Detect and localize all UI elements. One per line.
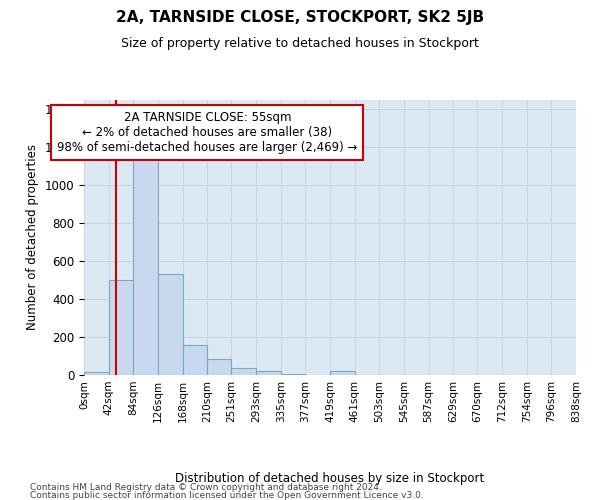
Bar	[158, 274, 182, 375]
Bar	[256, 371, 281, 375]
Text: Contains public sector information licensed under the Open Government Licence v3: Contains public sector information licen…	[30, 491, 424, 500]
Text: Size of property relative to detached houses in Stockport: Size of property relative to detached ho…	[121, 38, 479, 51]
Text: 2A TARNSIDE CLOSE: 55sqm
← 2% of detached houses are smaller (38)
98% of semi-de: 2A TARNSIDE CLOSE: 55sqm ← 2% of detache…	[57, 112, 358, 154]
Bar	[133, 156, 158, 375]
Y-axis label: Number of detached properties: Number of detached properties	[26, 144, 39, 330]
Bar	[281, 374, 305, 375]
Text: 2A, TARNSIDE CLOSE, STOCKPORT, SK2 5JB: 2A, TARNSIDE CLOSE, STOCKPORT, SK2 5JB	[116, 10, 484, 25]
Text: Contains HM Land Registry data © Crown copyright and database right 2024.: Contains HM Land Registry data © Crown c…	[30, 484, 382, 492]
Bar	[232, 368, 256, 375]
Bar	[182, 344, 207, 375]
Bar	[109, 280, 133, 375]
Bar	[84, 372, 109, 375]
Bar	[330, 371, 355, 375]
Bar	[207, 359, 232, 375]
Text: Distribution of detached houses by size in Stockport: Distribution of detached houses by size …	[175, 472, 485, 485]
